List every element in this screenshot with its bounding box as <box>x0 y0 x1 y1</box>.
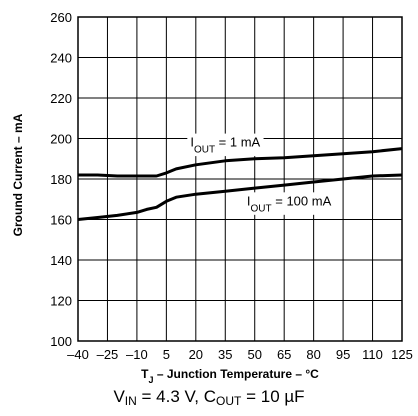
x-tick-labels: –40 –25 –10 5 20 35 50 65 80 95 110 125 <box>67 347 413 362</box>
y-tick-label: 260 <box>50 10 72 25</box>
test-conditions-caption: VIN = 4.3 V, COUT = 10 µF <box>113 387 305 408</box>
y-tick-label: 220 <box>50 91 72 106</box>
x-tick-label: –10 <box>126 347 148 362</box>
x-tick-label: 50 <box>247 347 261 362</box>
x-tick-label: –40 <box>67 347 89 362</box>
x-tick-label: 95 <box>336 347 350 362</box>
x-tick-label: 20 <box>189 347 203 362</box>
y-tick-label: 160 <box>50 213 72 228</box>
y-tick-label: 180 <box>50 172 72 187</box>
plot-border <box>77 16 403 342</box>
x-tick-label: 110 <box>362 347 383 362</box>
x-tick-label: 35 <box>218 347 232 362</box>
x-tick-label: 5 <box>163 347 170 362</box>
y-axis-label: Ground Current – mA <box>11 113 25 236</box>
x-axis-label: TJ – Junction Temperature – °C <box>141 367 319 385</box>
series-label-background <box>187 133 264 157</box>
series-label-iout-100ma: IOUT = 100 mA <box>247 193 332 214</box>
x-tick-label: 80 <box>306 347 320 362</box>
y-tick-labels: 100 120 140 160 180 200 220 240 260 <box>50 10 72 349</box>
x-tick-label: 65 <box>277 347 291 362</box>
series-line-0 <box>78 147 403 178</box>
chart: 100 120 140 160 180 200 220 240 260 –40 –25 –10 5 20… <box>11 10 413 385</box>
series-line-1 <box>77 173 403 221</box>
x-tick-label: –25 <box>97 347 119 362</box>
series-layer <box>77 147 403 221</box>
y-tick-label: 120 <box>50 294 72 309</box>
y-tick-label: 100 <box>50 334 72 349</box>
x-tick-label: 125 <box>391 347 413 362</box>
y-tick-label: 240 <box>50 51 72 66</box>
series-label-background <box>243 192 335 215</box>
series-label-iout-1ma: IOUT = 1 mA <box>190 135 260 156</box>
y-tick-label: 140 <box>50 253 72 268</box>
y-tick-label: 200 <box>50 132 72 147</box>
